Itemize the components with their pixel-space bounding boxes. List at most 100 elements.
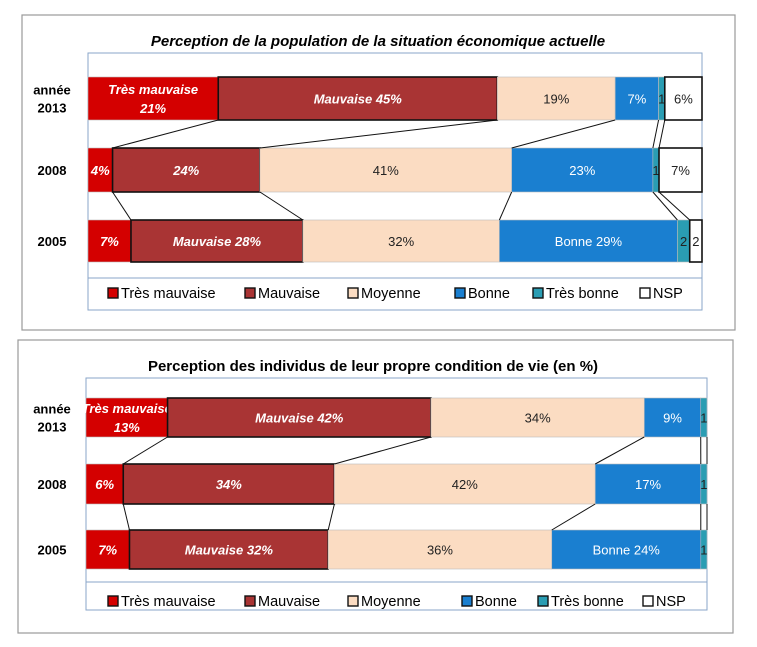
data-label: 34% [216,477,242,492]
data-label: 21% [139,101,166,116]
bar-segment [334,463,596,505]
data-label: 19% [543,92,569,107]
bar-segment [643,397,702,438]
data-label: 7% [671,163,690,178]
legend-swatch [461,595,473,607]
legend-label: Très bonne [551,594,624,610]
legend-label: Moyenne [361,594,421,610]
chart-title: Perception de la population de la situat… [151,33,605,50]
data-label: 4% [90,163,110,178]
y-tick-label: année [33,83,71,98]
connector-line [122,436,168,465]
data-label: Mauvaise 32% [185,543,274,558]
legend-label: Mauvaise [258,594,320,610]
data-label: Bonne 24% [593,543,661,558]
data-label: 7% [100,234,119,249]
chart-1: Perception de la population de la situat… [21,14,736,331]
data-label: 6% [674,92,693,107]
connector-line [658,119,666,149]
data-label: Très mauvaise [108,82,198,97]
data-label: 23% [569,163,595,178]
data-label: 32% [388,234,414,249]
data-label: 17% [635,477,661,492]
bar-segment [130,219,304,263]
legend-label: Très mauvaise [121,594,216,610]
data-label: 2 [680,234,687,249]
bar-segment [551,529,702,570]
legend-label: NSP [653,286,683,302]
connector-line [652,191,678,221]
data-label: Bonne 29% [555,234,623,249]
legend-swatch [532,287,544,299]
bar-segment [511,147,654,193]
connector-line [259,191,304,221]
data-label: 13% [114,420,140,435]
legend-label: Bonne [468,286,510,302]
y-tick-label: 2008 [38,163,67,178]
legend-label: Mauvaise [258,286,320,302]
data-label: 9% [663,411,682,426]
legend-swatch [244,287,256,299]
bar-segment [302,219,500,263]
bar-segment [658,147,703,193]
legend-swatch [107,595,119,607]
y-tick-label: 2005 [38,234,67,249]
legend-swatch [537,595,549,607]
legend [87,277,703,311]
data-label: 1 [700,477,707,492]
bar-segment [111,147,261,193]
bar-segment [700,529,708,570]
connector-line [594,436,645,465]
data-label: 2 [692,234,699,249]
bar-segment [499,219,678,263]
y-tick-label: 2008 [38,477,67,492]
connector-line [551,503,596,531]
bar-segment [85,397,168,438]
legend-swatch [454,287,466,299]
connector-line [511,119,616,149]
y-tick-label: 2005 [38,543,67,558]
legend-label: Bonne [475,594,517,610]
connector-line [498,191,513,221]
legend-label: Très bonne [546,286,619,302]
bar-segment [700,397,708,438]
legend-swatch [347,595,359,607]
legend-label: Très mauvaise [121,286,216,302]
connector-line [112,119,219,149]
connector-line [259,119,498,149]
bar-segment [166,397,432,438]
legend [85,581,708,611]
data-label: 7% [627,92,646,107]
bar-segment [614,76,659,121]
legend-swatch [244,595,256,607]
connector-line [652,119,660,149]
bar-segment [594,463,702,505]
connector-line [334,436,432,465]
data-label: 36% [427,543,453,558]
legend-label: NSP [656,594,686,610]
bar-segment [85,463,124,505]
y-tick-label: année [33,402,71,417]
bar-segment [688,219,703,263]
data-label: 41% [373,163,399,178]
data-label: 7% [98,543,117,558]
chart-title: Perception des individus de leur propre … [148,358,598,375]
bar-segment [430,397,645,438]
legend-swatch [107,287,119,299]
data-label: 1 [652,163,659,178]
data-label: 1 [658,92,665,107]
legend-swatch [639,287,651,299]
y-tick-label: 2013 [38,101,67,116]
data-label: 24% [172,163,199,178]
data-label: Mauvaise 42% [255,411,344,426]
legend-swatch [347,287,359,299]
bar-segment [87,147,113,193]
bar-segment [700,463,708,505]
data-label: 34% [525,411,551,426]
data-label: 6% [95,477,114,492]
bar-segment [87,219,132,263]
bar-segment [87,76,219,121]
bar-segment [497,76,616,121]
bar-segment [327,529,553,570]
